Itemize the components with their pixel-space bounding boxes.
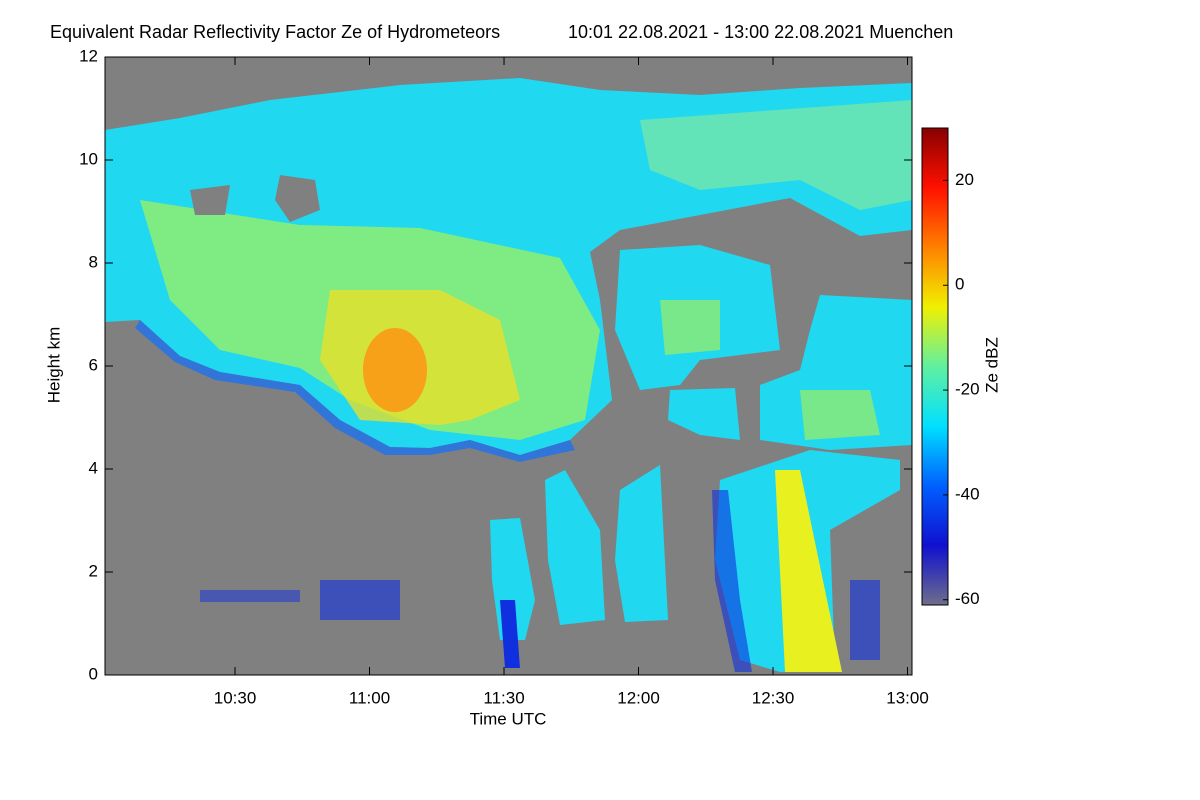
y-tick-label: 10 [79,149,98,168]
y-tick-label: 4 [89,458,98,477]
colorbar-tick-label: 0 [955,275,964,294]
echo [500,600,520,668]
echo [668,388,740,440]
y-tick-label: 12 [79,46,98,65]
echo [640,100,912,210]
colorbar-tick-label: -20 [955,380,980,399]
colorbar-tick-label: -60 [955,589,980,608]
x-tick-label: 12:00 [617,688,660,707]
echo [135,320,575,462]
x-tick-label: 12:30 [752,688,795,707]
x-axis-label: Time UTC [470,709,547,728]
x-tick-label: 11:00 [349,688,390,707]
colorbar-label: Ze dBZ [982,337,1001,393]
echo [545,470,605,625]
echo [850,580,880,660]
colorbar-tick-label: 20 [955,170,974,189]
echo [320,580,400,620]
echo [712,490,752,672]
echo [800,390,880,440]
x-tick-label: 13:00 [886,688,929,707]
chart-subtitle: 10:01 22.08.2021 - 13:00 22.08.2021 Muen… [568,22,953,42]
echo [363,328,427,412]
echo [660,300,720,355]
y-tick-label: 0 [89,664,98,683]
echo-field [105,78,912,672]
echo [775,470,842,672]
x-tick-label: 11:30 [483,688,524,707]
y-tick-label: 2 [89,561,98,580]
chart-title: Equivalent Radar Reflectivity Factor Ze … [50,22,500,42]
echo [615,465,668,622]
y-tick-label: 8 [89,252,98,271]
echo [275,175,320,222]
echo [190,185,230,215]
y-tick-label: 6 [89,355,98,374]
echo [200,590,300,602]
x-tick-label: 10:30 [214,688,257,707]
colorbar [921,127,949,606]
y-axis-label: Height km [44,327,63,404]
colorbar-tick-label: -40 [955,484,980,503]
